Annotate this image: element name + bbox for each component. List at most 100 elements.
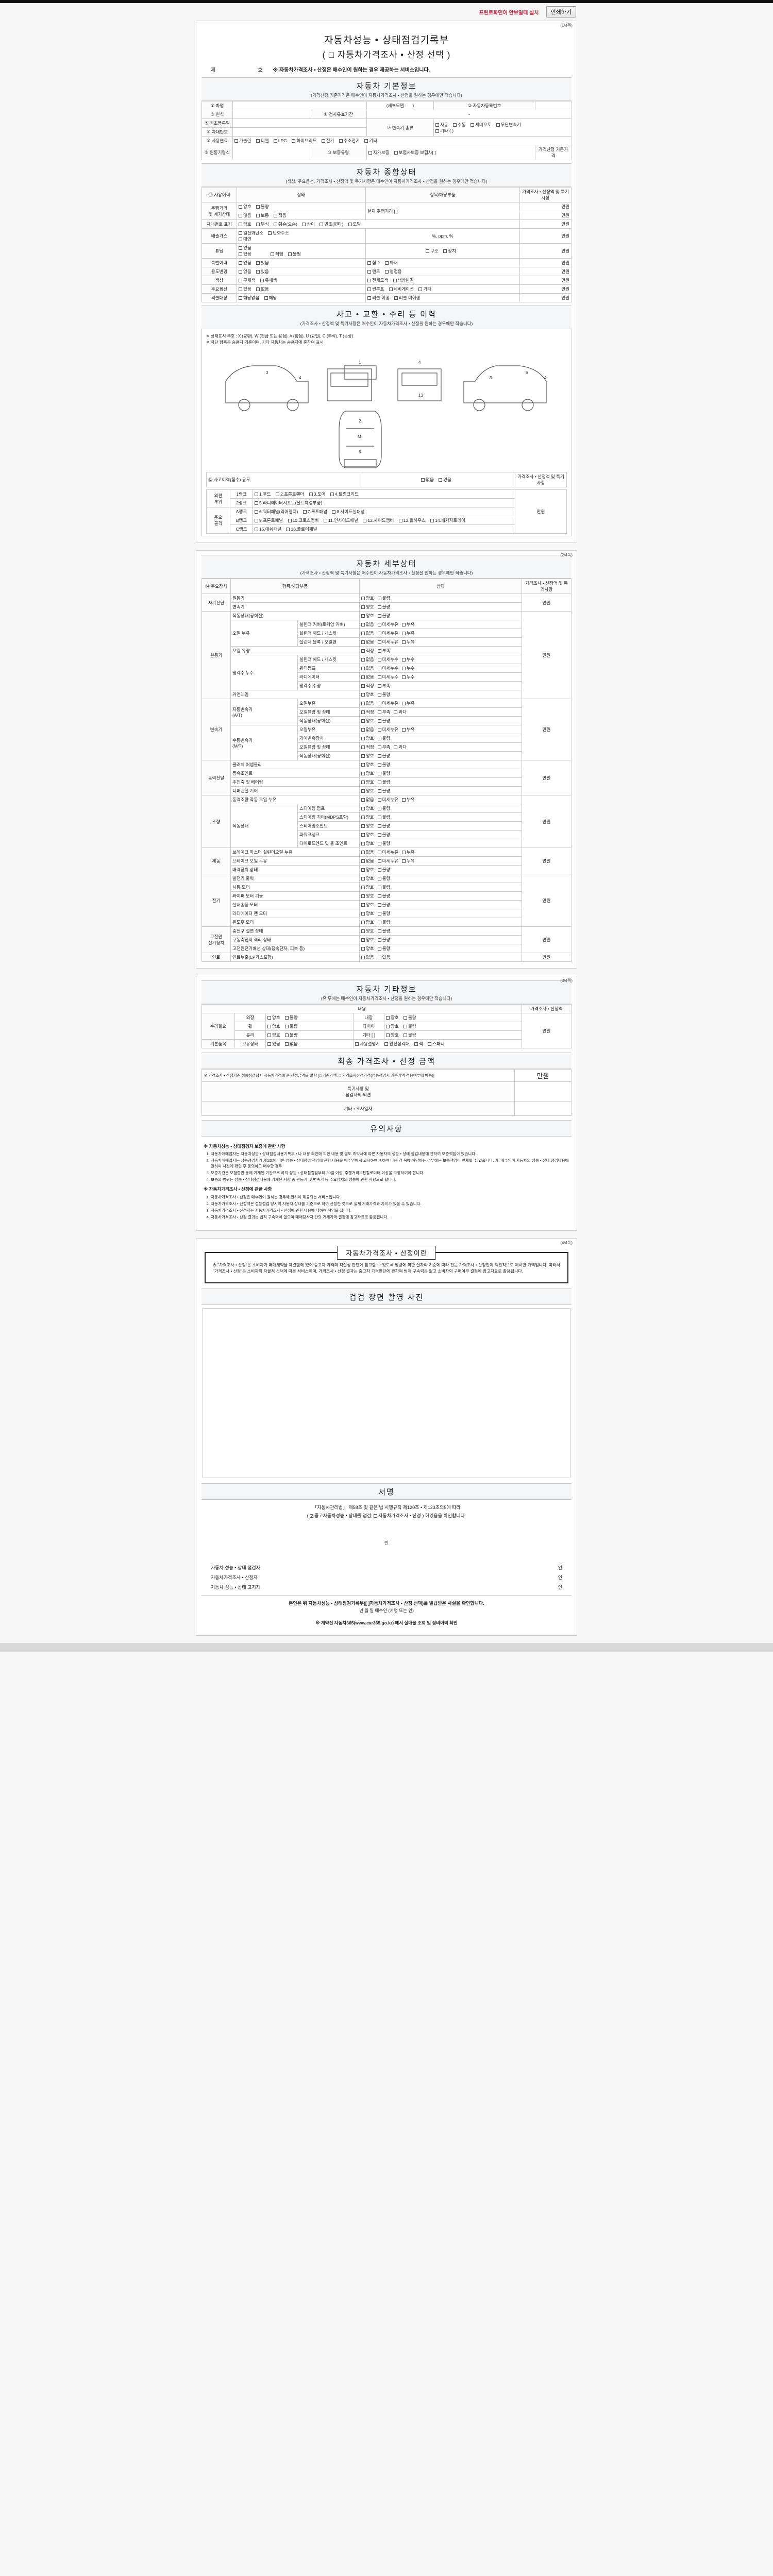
row-color-part[interactable]: 전체도색 색상변경 [365,276,520,285]
detail-price-cell[interactable]: 만원 [522,795,572,848]
checkbox-icon[interactable] [361,929,365,933]
checkbox-icon[interactable] [401,798,406,802]
etc-opts[interactable]: 있음 없음 [265,1039,354,1048]
row-special-part[interactable]: 침수 화재 [365,258,520,267]
final-price-amount[interactable]: 만원 [514,1069,572,1082]
detail-state-options[interactable]: 적정 부족 과다 [359,707,522,717]
checkbox-icon[interactable] [361,640,365,644]
checkbox-icon[interactable] [401,640,406,644]
detail-state-options[interactable]: 양호 불량 [359,777,522,787]
checkbox-icon[interactable] [361,807,365,810]
detail-price-cell[interactable]: 만원 [522,848,572,874]
row-usechange-state[interactable]: 없음 있음 [237,267,366,276]
detail-state-options[interactable]: 양호 불량 [359,812,522,822]
signature-row[interactable]: 자동차 성능 • 상태 점검자 인 [211,1563,562,1572]
etc-price[interactable]: 만원 [522,1013,572,1048]
detail-state-options[interactable]: 양호 불량 [359,883,522,892]
checkbox-icon[interactable] [377,921,381,924]
checkbox-icon[interactable] [377,719,381,723]
checkbox-icon[interactable] [361,745,365,749]
detail-state-options[interactable]: 양호 불량 [359,839,522,848]
rank-items[interactable]: 9.프론트패널 10.크로스멤버 11.인사이드패널 12.사이드멤버 13.휠… [253,516,515,525]
checkbox-icon[interactable] [377,597,381,600]
photo-placeholder-area[interactable] [203,1308,570,1479]
checkbox-icon[interactable] [377,605,381,609]
row-special-price[interactable]: 만원 [519,258,572,267]
checkbox-icon[interactable] [377,956,381,959]
checkbox-icon[interactable] [377,894,381,898]
final-remark-value[interactable] [514,1081,572,1101]
detail-state-options[interactable]: 적정 부족 [359,646,522,655]
checkbox-icon[interactable] [361,886,365,889]
row-recall-part[interactable]: 리콜 이행 리콜 미이행 [365,293,520,302]
field-inspection-value[interactable]: ~ [366,110,572,119]
checkbox-icon[interactable] [361,798,365,802]
detail-state-options[interactable]: 적정 부족 과다 [359,742,522,752]
row-mileage-price[interactable]: 만원 [519,202,572,211]
detail-state-options[interactable]: 없음 미세누수 누수 [359,655,522,664]
detail-state-options[interactable]: 양호 불량 [359,804,522,813]
row-tuning-state3[interactable]: 구조 장치 [365,243,520,259]
detail-state-options[interactable]: 양호 불량 [359,935,522,944]
checkbox-icon[interactable] [401,728,406,732]
detail-state-options[interactable]: 양호 불량 [359,769,522,778]
checkbox-icon[interactable] [377,903,381,907]
checkbox-icon[interactable] [377,702,381,705]
detail-state-options[interactable]: 없음 미세누유 누유 [359,699,522,708]
detail-price-cell[interactable]: 만원 [522,760,572,795]
checkbox-icon[interactable] [377,938,381,942]
row-emission-state[interactable]: 일산화탄소 탄화수소 매연 [237,228,366,244]
checkbox-icon[interactable] [361,903,365,907]
checkbox-icon[interactable] [377,728,381,732]
detail-state-options[interactable]: 양호 불량 [359,909,522,918]
checkbox-icon[interactable] [377,798,381,802]
checkbox-icon[interactable] [361,719,365,723]
detail-state-options[interactable]: 양호 불량 [359,900,522,909]
buyer-confirm-sub[interactable]: 년 월 일 매수인 (서명 또는 인) [359,1608,414,1614]
checkbox-icon[interactable] [401,623,406,626]
frame-price-cell[interactable]: 만원 [515,489,567,534]
checkbox-icon[interactable] [377,710,381,714]
field-vin-value[interactable] [232,127,367,137]
etc-opts[interactable]: 양호 불량 [265,1013,354,1022]
checkbox-icon[interactable] [377,807,381,810]
checkbox-checked-icon[interactable] [310,1513,314,1520]
checkbox-icon[interactable] [377,745,381,749]
checkbox-icon[interactable] [394,745,398,749]
checkbox-icon[interactable] [377,614,381,618]
row-color-price[interactable]: 만원 [519,276,572,285]
etc-opts[interactable]: 양호 불량 [384,1022,522,1031]
checkbox-icon[interactable] [377,912,381,916]
detail-state-options[interactable]: 양호 불량 [359,611,522,620]
checkbox-icon[interactable] [377,667,381,670]
checkbox-icon[interactable] [377,754,381,758]
field-fuel-options[interactable]: 가솔린 디젤 LPG 하이브리드 전기 수소전기 기타 [232,136,572,145]
checkbox-icon[interactable] [377,851,381,854]
field-engine-value[interactable] [232,145,310,160]
signature-row[interactable]: 자동차가격조사 • 산정자 인 [211,1572,562,1582]
checkbox-icon[interactable] [361,851,365,854]
checkbox-icon[interactable] [377,623,381,626]
checkbox-icon[interactable] [377,684,381,688]
detail-state-options[interactable]: 없음 미세누유 누유 [359,795,522,804]
checkbox-icon[interactable] [361,763,365,767]
print-button[interactable]: 인쇄하기 [546,6,576,18]
checkbox-icon[interactable] [377,640,381,644]
row-mileage-price2[interactable]: 만원 [519,211,572,220]
checkbox-icon[interactable] [377,859,381,863]
detail-state-options[interactable]: 없음 미세누유 누유 [359,629,522,638]
checkbox-icon[interactable] [361,710,365,714]
checkbox-icon[interactable] [361,614,365,618]
detail-state-options[interactable]: 양호 불량 [359,865,522,874]
checkbox-icon[interactable] [361,877,365,880]
final-date-value[interactable] [514,1101,572,1116]
checkbox-icon[interactable] [377,763,381,767]
checkbox-icon[interactable] [377,929,381,933]
row-usechange-part[interactable]: 렌트 영업용 [365,267,520,276]
row-tuning-price[interactable]: 만원 [519,243,572,259]
checkbox-icon[interactable] [377,632,381,635]
row-color-state[interactable]: 무채색 유채색 [237,276,366,285]
etc-opts[interactable]: 양호 불량 [265,1022,354,1031]
rank-items[interactable]: 1.후드 2.프론트휀더 3.도어 4.트렁크리드 [253,489,515,499]
